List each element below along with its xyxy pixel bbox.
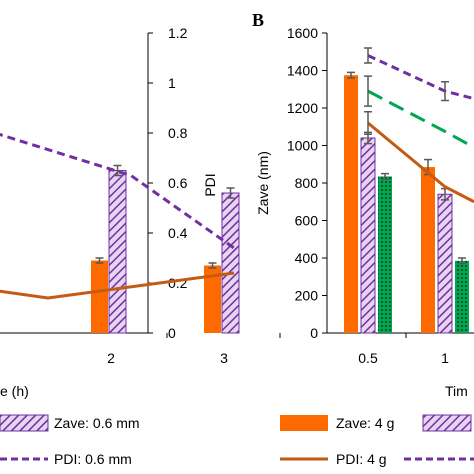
panel-b-y-tick-label: 200 [295,288,319,304]
panel-b-y-tick-label: 0 [310,325,318,341]
panel-b: 0 200 400 600 800 1000 1200 1400 1600 0.5 1 [287,25,474,366]
bar-hatched-purple [108,170,127,334]
panel-b-y-axis-title: Zave (nm) [255,151,271,215]
panel-a-y2-tick-label: 0.2 [168,275,188,291]
legend-label-pdi-4g: PDI: 4 g [336,451,387,467]
panel-b-label: B [252,10,264,30]
panel-a-x-tick-label: 2 [107,350,115,366]
bar-dotted-green [378,176,392,333]
panel-a-y2-tick-label: 1.2 [168,25,188,41]
panel-a-y2-tick-label: 1 [168,75,176,91]
legend-swatch-zave-0-6mm [0,414,49,432]
legend-swatch-zave-4g [280,415,328,431]
panel-b-y-tick-label: 1400 [287,63,318,79]
panel-a-y2-tick-label: 0.4 [168,225,188,241]
bar-orange [91,260,108,333]
bar-hatched-purple [221,192,240,334]
bar-hatched-purple-b [360,137,376,334]
panel-b-y-tick-label: 600 [295,213,319,229]
panel-b-y-tick-label: 400 [295,250,319,266]
panel-b-x-tick-label: 1 [441,350,449,366]
panel-a-x-axis-title: e (h) [0,383,29,399]
bar-zave-4g [421,167,435,333]
bar-zave-4g [344,75,358,333]
line-pdi-4g [367,121,474,204]
panel-a-y2-tick-label: 0.6 [168,175,188,191]
panel-b-y-tick-label: 1600 [287,25,318,41]
panel-a-x-tick-label: 3 [220,350,228,366]
panel-a: 0 0.2 0.4 0.6 0.8 1 1.2 2 3 [0,25,281,366]
bar-hatched-purple-b [437,193,453,334]
panel-a-y2-tick-label: 0 [168,325,176,341]
line-dashed-purple-b [367,54,474,101]
panel-b-x-tick-label: 0.5 [358,350,378,366]
bar-orange [204,265,221,333]
panel-b-x-axis-title: Tim [445,383,468,399]
bar-dotted-green [455,260,469,333]
legend-label-zave-0-6mm: Zave: 0.6 mm [54,415,140,431]
legend-label-pdi-0-6mm: PDI: 0.6 mm [54,451,132,467]
legend: Zave: 0.6 mm PDI: 0.6 mm Zave: 4 g PDI: … [0,414,474,467]
line-pdi-brown-a [0,271,235,300]
line-dashed-green-b [367,89,474,149]
legend-swatch-hatched-right [422,414,472,432]
panel-a-y2-tick-label: 0.8 [168,125,188,141]
panel-b-y-tick-label: 800 [295,175,319,191]
panel-a-y2-axis-title: PDI [202,173,218,196]
line-pdi-0-6mm [0,132,235,250]
legend-label-zave-4g: Zave: 4 g [336,415,394,431]
panel-b-y-tick-label: 1000 [287,138,318,154]
panel-b-y-tick-label: 1200 [287,100,318,116]
